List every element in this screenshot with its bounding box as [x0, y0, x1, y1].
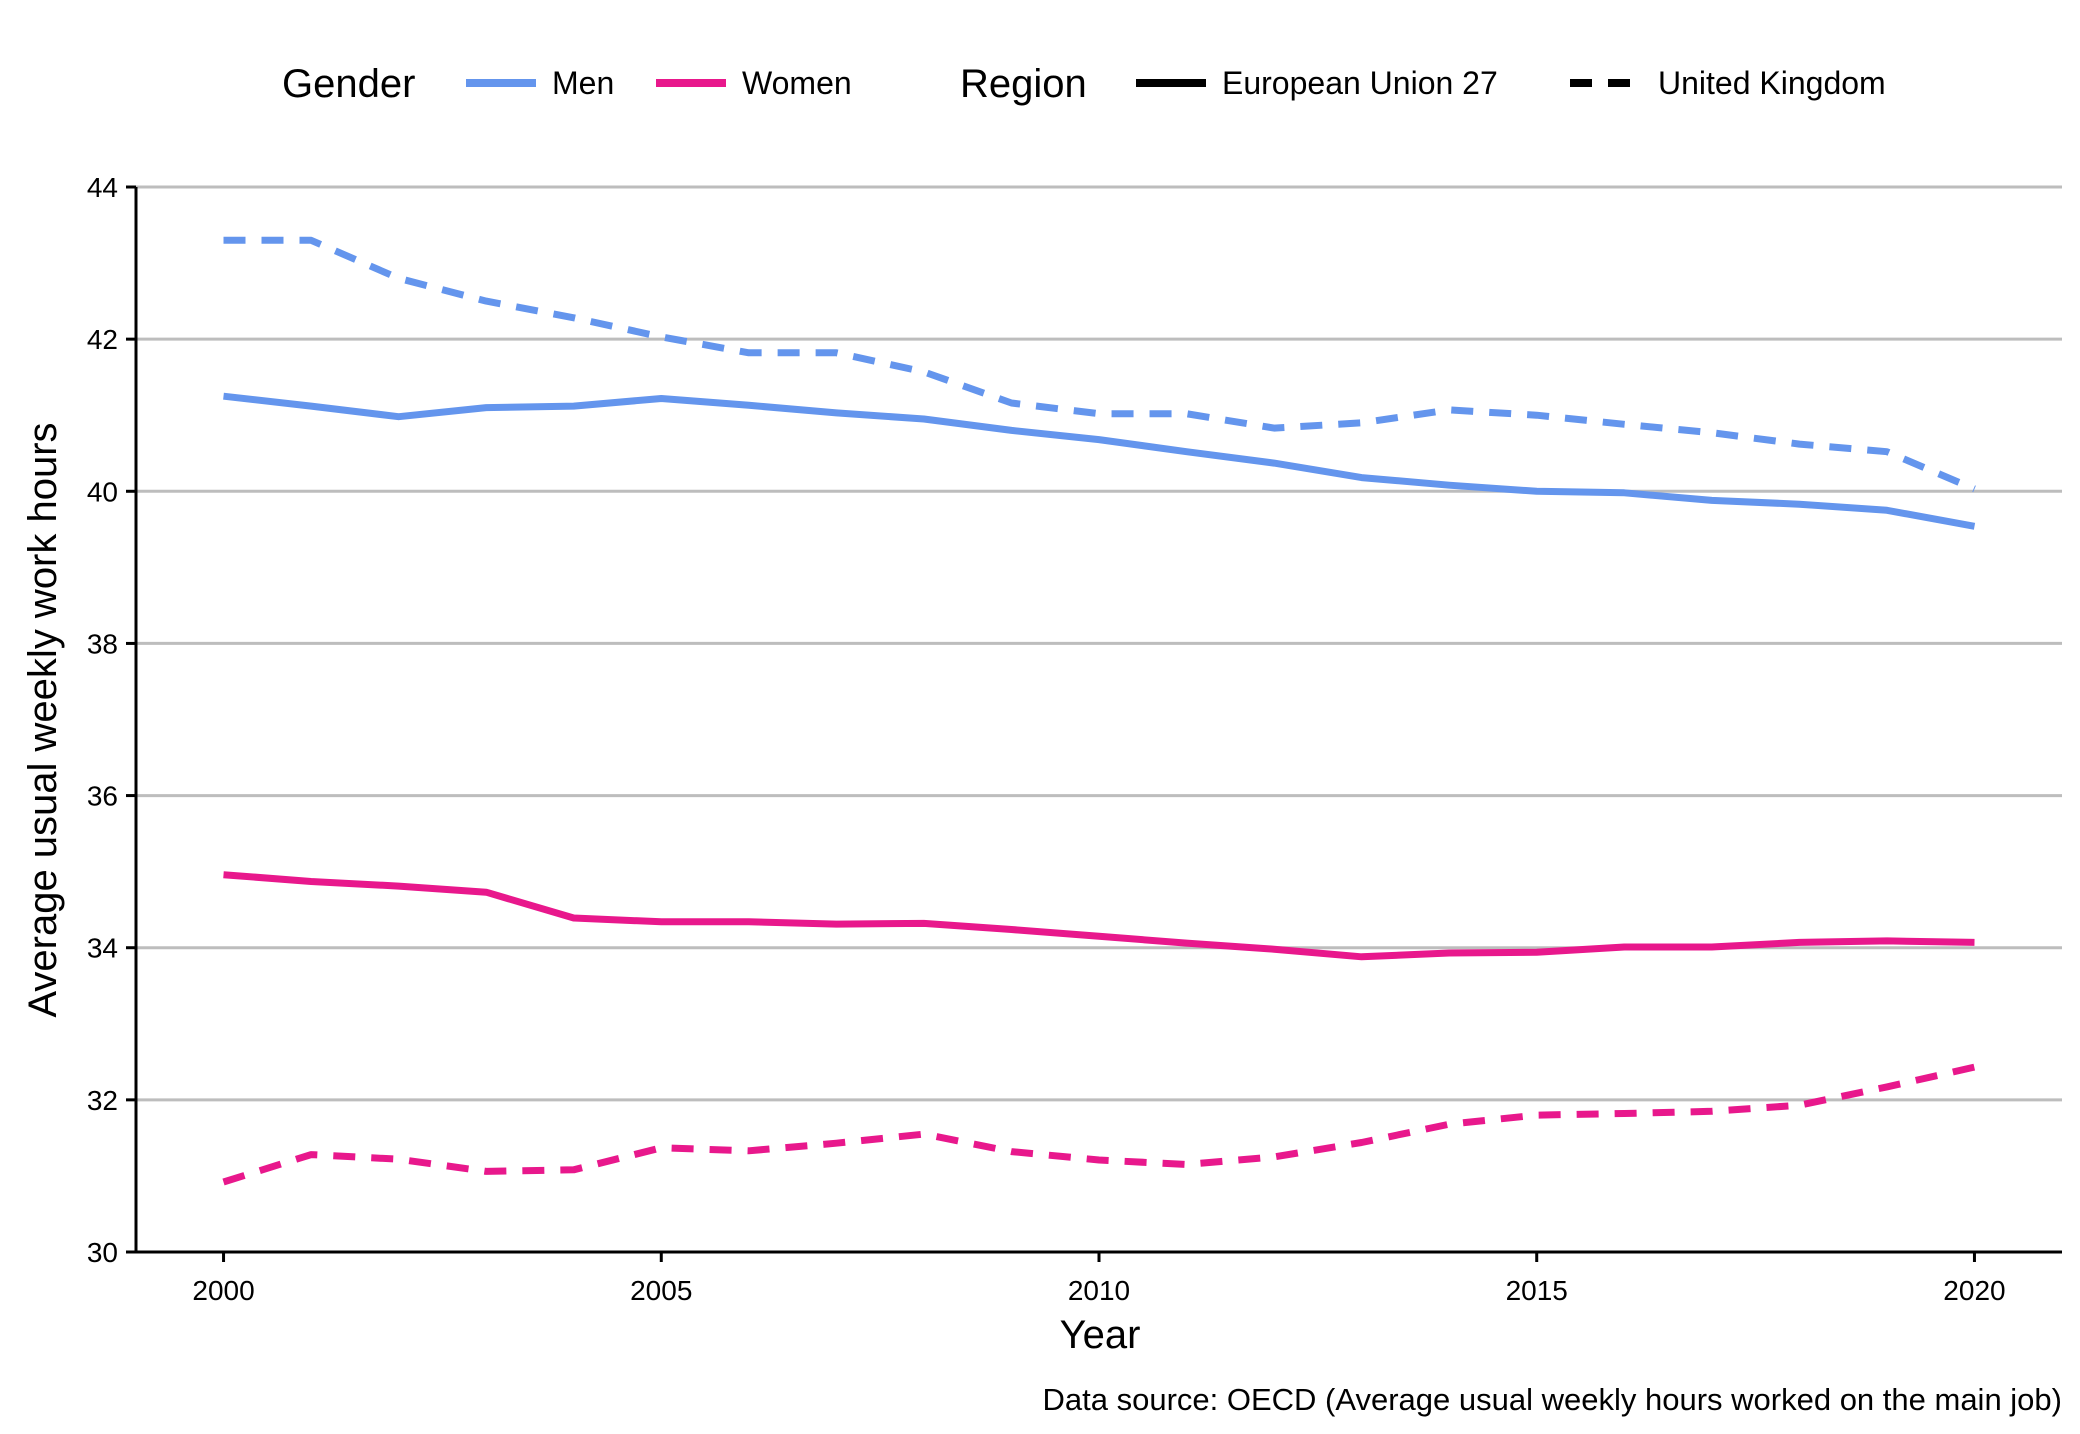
series-men-eu27: [223, 392, 1976, 530]
y-tick-label-34: 34: [87, 933, 118, 964]
y-tick-label-40: 40: [87, 476, 118, 507]
legend-label-men: Men: [552, 65, 614, 101]
x-tick-label-2005: 2005: [630, 1275, 692, 1306]
y-tick-label-32: 32: [87, 1085, 118, 1116]
legend-title-region: Region: [960, 62, 1087, 106]
axes: [134, 187, 2062, 1254]
x-tick-label-2000: 2000: [192, 1275, 254, 1306]
y-axis-title: Average usual weekly work hours: [21, 422, 65, 1017]
series-layer: [222, 236, 1976, 1186]
y-ticks: 30 32 34 36 38 40 42 44: [87, 172, 136, 1268]
legend-label-women: Women: [742, 65, 852, 101]
y-tick-label-38: 38: [87, 628, 118, 659]
legend-title-gender: Gender: [282, 62, 415, 106]
x-ticks: 2000 2005 2010 2015 2020: [192, 1252, 2006, 1306]
series-women-uk: [222, 1063, 1976, 1186]
series-women-eu27: [223, 871, 1975, 961]
y-tick-label-36: 36: [87, 781, 118, 812]
x-axis-title: Year: [1060, 1313, 1141, 1357]
x-tick-label-2010: 2010: [1068, 1275, 1130, 1306]
y-tick-label-30: 30: [87, 1237, 118, 1268]
y-tick-label-42: 42: [87, 324, 118, 355]
legend-label-eu27: European Union 27: [1222, 65, 1498, 101]
data-source-caption: Data source: OECD (Average usual weekly …: [1043, 1382, 2062, 1417]
gridlines: [136, 185, 2062, 1254]
legend: Gender Men Women Region European Union 2…: [282, 62, 1886, 106]
series-men-uk: [223, 236, 1976, 493]
x-tick-label-2015: 2015: [1506, 1275, 1568, 1306]
y-tick-label-44: 44: [87, 172, 118, 203]
x-tick-label-2020: 2020: [1943, 1275, 2005, 1306]
legend-label-uk: United Kingdom: [1658, 65, 1886, 101]
